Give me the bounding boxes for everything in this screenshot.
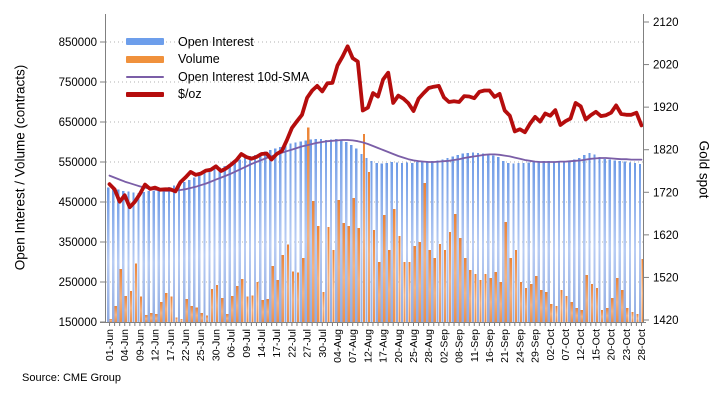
svg-text:1420: 1420 <box>653 315 679 327</box>
legend-label-volume: Volume <box>178 52 220 67</box>
svg-text:450000: 450000 <box>59 197 97 209</box>
svg-text:16-Sep: 16-Sep <box>484 329 496 363</box>
svg-text:07-Oct: 07-Oct <box>560 329 572 361</box>
svg-text:25-Jun: 25-Jun <box>195 329 207 361</box>
svg-text:1620: 1620 <box>653 230 679 242</box>
svg-text:1520: 1520 <box>653 272 679 284</box>
svg-text:250000: 250000 <box>59 277 97 289</box>
svg-text:07-Aug: 07-Aug <box>347 329 359 363</box>
svg-text:02-Oct: 02-Oct <box>545 329 557 361</box>
svg-text:1820: 1820 <box>653 145 679 157</box>
svg-text:1720: 1720 <box>653 187 679 199</box>
svg-text:24-Sep: 24-Sep <box>514 329 526 363</box>
svg-text:22-Jun: 22-Jun <box>180 329 192 361</box>
svg-text:17-Jul: 17-Jul <box>271 329 283 358</box>
svg-text:14-Jul: 14-Jul <box>256 329 268 358</box>
line-gold-spot <box>107 44 644 210</box>
svg-text:20-Oct: 20-Oct <box>606 329 618 361</box>
svg-text:04-Aug: 04-Aug <box>332 329 344 363</box>
svg-text:12-Jun: 12-Jun <box>150 329 162 361</box>
sma-swatch-icon <box>126 75 164 78</box>
svg-text:750000: 750000 <box>59 77 97 89</box>
gold-swatch-icon <box>126 91 164 97</box>
svg-text:2120: 2120 <box>653 17 679 29</box>
legend-label-gold: $/oz <box>178 87 202 102</box>
svg-text:17-Aug: 17-Aug <box>378 329 390 363</box>
svg-text:15-Oct: 15-Oct <box>590 329 602 361</box>
svg-text:25-Aug: 25-Aug <box>408 329 420 363</box>
legend-item-volume: Volume <box>126 51 309 69</box>
svg-text:21-Sep: 21-Sep <box>499 329 511 363</box>
svg-text:650000: 650000 <box>59 117 97 129</box>
svg-text:22-Jul: 22-Jul <box>286 329 298 358</box>
axes <box>100 14 646 323</box>
right-axis-ticks: 1420 1520 1620 1720 1820 1920 2020 2120 <box>643 17 679 327</box>
left-axis-title: Open Interest / Volume (contracts) <box>12 64 28 271</box>
svg-text:06-Jul: 06-Jul <box>226 329 238 358</box>
svg-text:12-Oct: 12-Oct <box>575 329 587 361</box>
left-axis-ticks: 150000 250000 350000 450000 550000 650000 7500… <box>59 37 106 329</box>
legend-item-gold: $/oz <box>126 86 309 104</box>
x-axis-ticks <box>109 323 642 326</box>
legend: Open Interest Volume Open Interest 10d-S… <box>126 33 309 103</box>
svg-text:2020: 2020 <box>653 60 679 72</box>
svg-text:20-Aug: 20-Aug <box>393 329 405 363</box>
bars-open-interest <box>107 138 642 322</box>
svg-text:09-Jun: 09-Jun <box>134 329 146 361</box>
svg-text:350000: 350000 <box>59 237 97 249</box>
svg-text:550000: 550000 <box>59 157 97 169</box>
svg-text:28-Aug: 28-Aug <box>423 329 435 363</box>
source-note: Source: CME Group <box>22 372 122 384</box>
svg-text:23-Oct: 23-Oct <box>621 329 633 361</box>
x-axis-labels: 01-Jun 04-Jun 09-Jun 12-Jun 17-Jun 22-Jun 25-J… <box>104 329 648 363</box>
svg-text:01-Jun: 01-Jun <box>104 329 116 361</box>
legend-label-open-interest: Open Interest <box>178 34 254 49</box>
svg-text:1920: 1920 <box>653 102 679 114</box>
svg-text:850000: 850000 <box>59 37 97 49</box>
svg-text:28-Oct: 28-Oct <box>636 329 648 361</box>
svg-text:29-Sep: 29-Sep <box>530 329 542 363</box>
svg-text:09-Jul: 09-Jul <box>241 329 253 358</box>
line-open-interest-sma <box>108 139 643 192</box>
svg-text:04-Jun: 04-Jun <box>119 329 131 361</box>
svg-text:17-Jun: 17-Jun <box>165 329 177 361</box>
legend-item-sma: Open Interest 10d-SMA <box>126 68 309 86</box>
svg-text:30-Jul: 30-Jul <box>317 329 329 358</box>
svg-text:150000: 150000 <box>59 317 97 329</box>
right-axis-title: Gold spot <box>696 140 712 199</box>
legend-label-sma: Open Interest 10d-SMA <box>178 69 310 84</box>
bars-volume <box>109 127 644 322</box>
open-interest-swatch-icon <box>126 38 164 46</box>
svg-text:08-Sep: 08-Sep <box>454 329 466 363</box>
volume-swatch-icon <box>126 55 164 63</box>
svg-text:12-Aug: 12-Aug <box>362 329 374 363</box>
svg-text:30-Jun: 30-Jun <box>210 329 222 361</box>
svg-text:27-Jul: 27-Jul <box>302 329 314 358</box>
svg-text:11-Sep: 11-Sep <box>469 329 481 362</box>
svg-text:02-Sep: 02-Sep <box>438 329 450 363</box>
legend-item-open-interest: Open Interest <box>126 33 309 51</box>
